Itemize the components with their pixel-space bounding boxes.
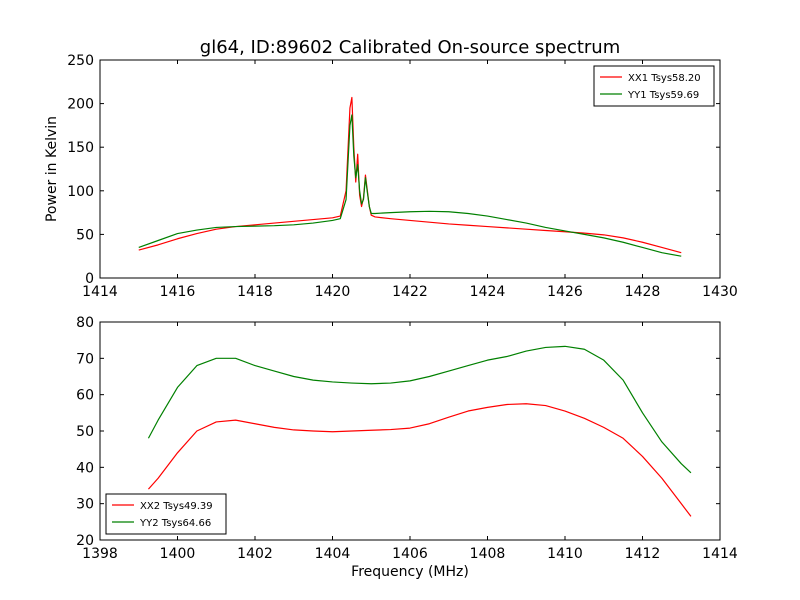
legend-label-top-1: XX1 Tsys58.20: [628, 73, 701, 84]
x-tick-label-top: 1430: [702, 284, 738, 300]
legend-label-bottom-2: YY2 Tsys64.66: [139, 518, 211, 529]
x-tick-label-bottom: 1398: [82, 546, 118, 562]
y-tick-label-bottom: 80: [76, 315, 94, 331]
y-tick-label-bottom: 50: [76, 424, 94, 440]
legend-bottom: XX2 Tsys49.39 YY2 Tsys64.66: [105, 493, 227, 535]
y-tick-label-top: 50: [76, 227, 94, 243]
y-axis-label-top: Power in Kelvin: [44, 116, 60, 222]
y-tick-label-bottom: 70: [76, 351, 94, 367]
x-tick-label-top: 1414: [82, 284, 118, 300]
legend-box-top: [593, 65, 715, 107]
x-tick-label-bottom: 1402: [237, 546, 273, 562]
y-tick-label-bottom: 60: [76, 388, 94, 404]
x-tick-label-top: 1424: [470, 284, 506, 300]
spectrum-panel-bottom: 1398 1400 1402 1404 1406 1408 1410 1412 1414 20 30…: [76, 315, 738, 580]
x-tick-label-top: 1422: [392, 284, 428, 300]
x-axis-label-bottom: Frequency (MHz): [351, 564, 469, 580]
x-tick-label-bottom: 1408: [470, 546, 506, 562]
y-tick-label-bottom: 20: [76, 533, 94, 549]
y-tick-label-top: 200: [67, 97, 94, 113]
legend-label-top-2: YY1 Tsys59.69: [627, 90, 699, 101]
x-tick-label-bottom: 1406: [392, 546, 428, 562]
y-tick-label-bottom: 40: [76, 460, 94, 476]
y-tick-label-top: 150: [67, 140, 94, 156]
x-tick-label-bottom: 1410: [547, 546, 583, 562]
legend-top: XX1 Tsys58.20 YY1 Tsys59.69: [593, 65, 715, 107]
x-tick-label-top: 1428: [625, 284, 661, 300]
y-tick-label-bottom: 30: [76, 497, 94, 513]
series-line-bottom-2: [147, 345, 692, 474]
x-tick-label-bottom: 1400: [160, 546, 196, 562]
y-tick-label-top: 100: [67, 184, 94, 200]
legend-label-bottom-1: XX2 Tsys49.39: [140, 501, 213, 512]
y-tick-label-top: 0: [85, 271, 94, 287]
x-tick-label-top: 1426: [547, 284, 583, 300]
x-tick-label-bottom: 1404: [315, 546, 351, 562]
spectrum-panel-top: 1414 1416 1418 1420 1422 1424 1426 1428 1430 0 50 1…: [44, 53, 738, 300]
x-tick-label-top: 1418: [237, 284, 273, 300]
x-tick-label-bottom: 1412: [625, 546, 661, 562]
series-line-bottom-1: [147, 403, 692, 517]
y-tick-label-top: 250: [67, 53, 94, 69]
x-tick-label-top: 1416: [160, 284, 196, 300]
x-tick-label-bottom: 1414: [702, 546, 738, 562]
series-line-top-2: [138, 114, 682, 257]
x-tick-label-top: 1420: [315, 284, 351, 300]
figure-title: gl64, ID:89602 Calibrated On-source spec…: [200, 37, 620, 58]
legend-box-bottom: [105, 493, 227, 535]
